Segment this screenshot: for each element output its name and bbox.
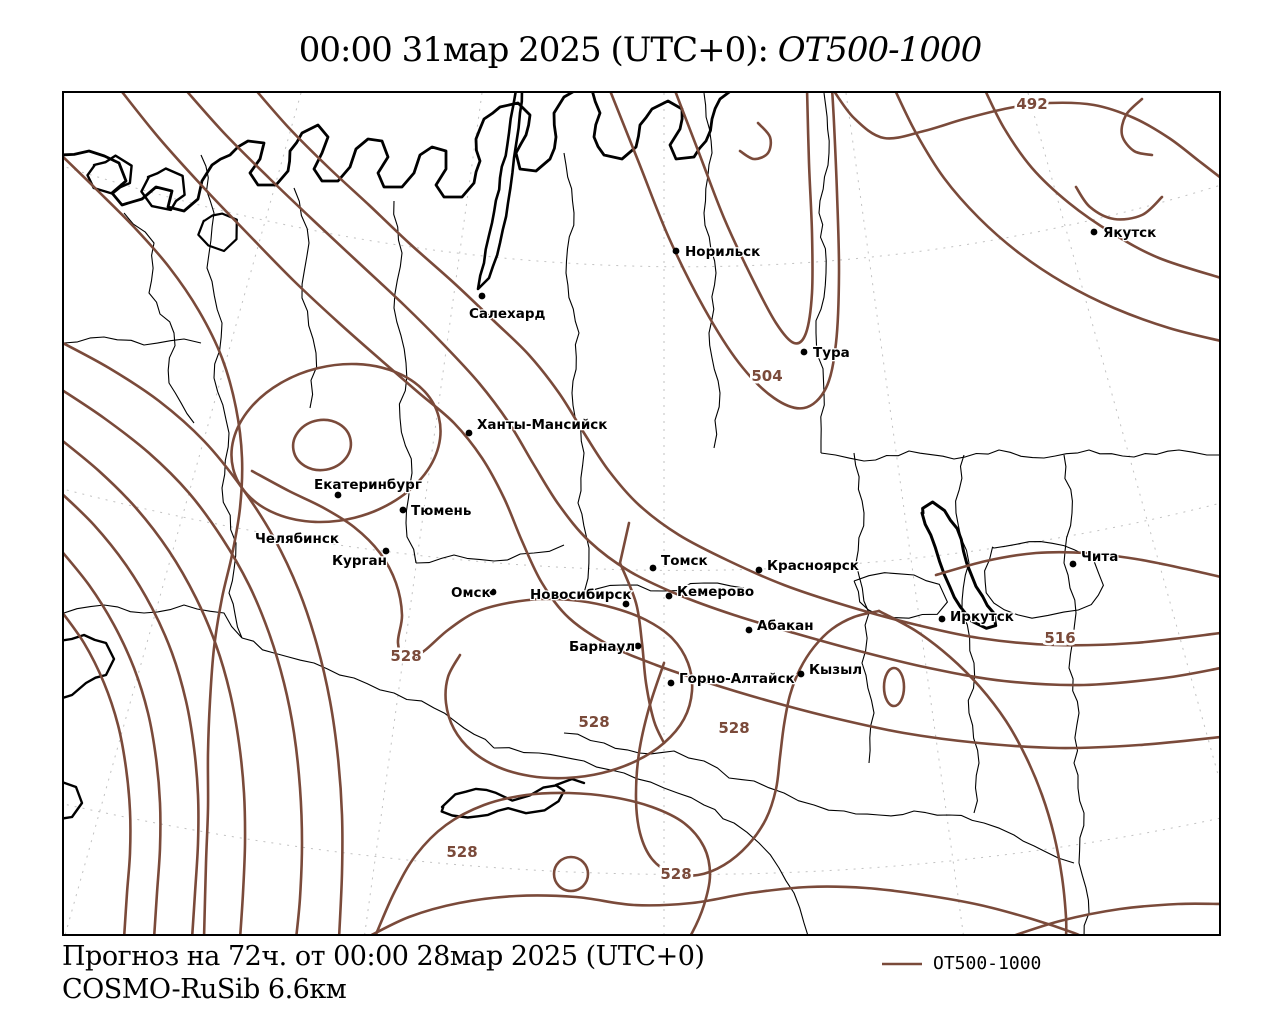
city-markers: Норильск Якутск Салехард Тура Ханты-Мансийск… [254,224,1158,689]
city-label: Челябинск [255,531,339,547]
city-Омск: Омск [450,584,497,602]
city-label: Томск [661,553,708,569]
isoline-labels: 492 504 528 528 528 528 528 516 [388,93,1078,886]
city-Тюмень: Тюмень [399,502,473,520]
city-dot [478,292,486,300]
city-dot [334,491,342,499]
city-Тура: Тура [800,344,851,362]
city-dot [938,615,946,623]
isoline-label: 528 [390,647,421,665]
isoline-label: 528 [660,865,691,883]
city-label: Горно-Алтайск [679,671,795,687]
city-dot [800,348,808,356]
city-label: Новосибирск [530,587,632,603]
city-label: Чита [1081,549,1118,565]
city-Кемерово: Кемерово [665,583,755,601]
city-label: Иркутск [950,609,1014,625]
city-label: Курган [332,553,387,569]
isoline-label: 528 [446,843,477,861]
city-label: Тура [813,345,850,361]
city-label: Ханты-Мансийск [477,417,607,433]
city-Якутск: Якутск [1090,224,1158,242]
city-label: Барнаул [569,639,635,655]
city-Курган: Курган [331,547,390,570]
model-info: COSMO-RuSib 6.6км [62,974,347,1005]
city-dot [797,670,805,678]
city-dot [665,592,673,600]
city-Томск: Томск [649,552,709,572]
isoline-label: 516 [1044,629,1075,647]
city-label: Норильск [685,244,760,260]
city-Чита: Чита [1069,548,1120,568]
city-Абакан: Абакан [745,617,815,635]
city-dot [489,588,497,596]
city-Кызыл: Кызыл [797,661,863,679]
city-Екатеринбург: Екатеринбург [313,476,423,499]
isoline-label: 504 [751,367,782,385]
title-datetime: 00:00 31мар 2025 (UTC+0): [298,30,778,70]
legend-line-swatch [882,962,922,965]
city-dot [745,626,753,634]
city-dot [465,429,473,437]
coastlines-lakes [64,93,998,820]
city-Новосибирск: Новосибирск [529,586,633,608]
city-label: Салехард [469,306,546,322]
city-label: Омск [451,585,491,601]
isoline-label: 492 [1016,95,1047,113]
city-Барнаул: Барнаул [568,638,642,656]
city-dot [649,564,657,572]
city-label: Красноярск [767,558,859,574]
city-dot [329,534,337,542]
city-Горно-Алтайск: Горно-Алтайск [667,670,796,688]
city-dot [755,566,763,574]
admin-borders [64,93,1219,934]
map-frame: 492 504 528 528 528 528 528 516 Норильск Якутск С… [62,91,1221,936]
city-Ханты-Мансийск: Ханты-Мансийск [465,416,609,437]
city-dot [672,247,680,255]
isoline-label: 528 [718,719,749,737]
title-product: OT500-1000 [777,30,982,70]
legend-label: OT500-1000 [933,953,1042,974]
city-Челябинск: Челябинск [254,530,341,549]
page-title: 00:00 31мар 2025 (UTC+0): OT500-1000 [0,30,1280,70]
city-dot [667,679,675,687]
city-Красноярск: Красноярск [755,557,860,575]
city-dot [1069,560,1077,568]
city-Иркутск: Иркутск [938,608,1015,626]
city-dot [1090,228,1098,236]
city-dot [634,642,642,650]
city-label: Екатеринбург [314,477,422,493]
isolines-ot500-1000 [64,93,1219,934]
city-label: Тюмень [411,503,471,519]
city-dot [399,506,407,514]
city-label: Абакан [757,618,814,634]
isoline-label: 528 [578,713,609,731]
city-Норильск: Норильск [672,243,762,261]
city-dot [622,600,630,608]
city-label: Кемерово [677,584,754,600]
city-label: Кызыл [809,662,862,678]
city-dot [382,547,390,555]
forecast-info: Прогноз на 72ч. от 00:00 28мар 2025 (UTC… [62,941,705,972]
city-label: Якутск [1103,225,1156,241]
city-Салехард: Салехард [468,292,547,323]
legend: OT500-1000 [880,953,1041,974]
footer: Прогноз на 72ч. от 00:00 28мар 2025 (UTC… [62,941,705,1007]
weather-map-canvas: 492 504 528 528 528 528 528 516 Норильск Якутск С… [64,93,1219,934]
